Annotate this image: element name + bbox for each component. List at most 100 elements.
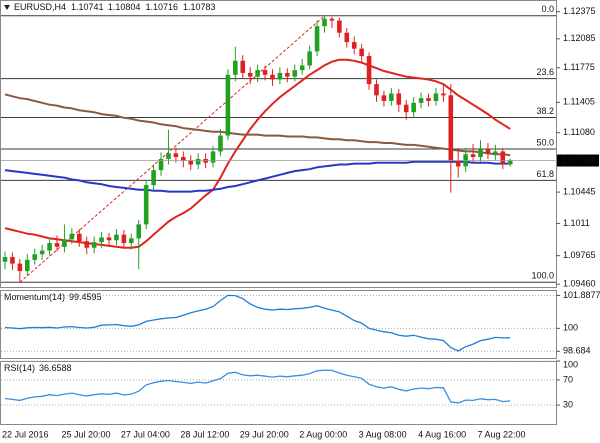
candle-body (62, 239, 67, 247)
symbol: EURUSD,H4 (14, 2, 66, 12)
candle-body (210, 151, 216, 163)
candle-body (381, 95, 387, 101)
candle-body (136, 224, 142, 239)
candle-body (218, 135, 223, 152)
x-tick-label: 4 Aug 16:00 (418, 429, 466, 439)
candle-body (403, 104, 409, 113)
candle-body (493, 151, 498, 154)
candle-body (10, 257, 15, 264)
candle-body (17, 263, 23, 272)
candle-body (307, 51, 312, 66)
candle-body (114, 234, 119, 241)
candle-body (337, 20, 342, 33)
candle-body (77, 233, 82, 242)
header-high: 1.10804 (108, 2, 141, 12)
rsi-panel (0, 361, 557, 425)
x-tick-label: 7 Aug 22:00 (478, 429, 526, 439)
candle-body (240, 60, 246, 73)
candle-body (455, 160, 461, 167)
y-tick-label: 98.684 (563, 346, 591, 356)
candle-body (329, 18, 335, 21)
candle-body (129, 238, 134, 244)
line-series (4, 294, 511, 352)
y-tick-label: 1.12085 (563, 33, 596, 43)
candle-body (396, 93, 402, 105)
candle-body (359, 48, 364, 57)
candle-body (166, 153, 171, 159)
candle-body (270, 74, 275, 80)
candle-body (366, 56, 372, 85)
candle-body (433, 93, 439, 101)
candle-body (47, 243, 52, 251)
line-series (4, 58, 511, 249)
y-tick-label: 1.12375 (563, 6, 596, 16)
candle-body (121, 234, 127, 244)
y-tick-label: 100 (563, 359, 578, 369)
y-tick-label: 101.8877 (563, 290, 600, 300)
fib-label: 23.6 (536, 67, 554, 77)
x-tick-label: 29 Jul 20:00 (240, 429, 289, 439)
candle-body (351, 42, 357, 49)
candle-body (32, 254, 38, 260)
candle-body (69, 233, 75, 240)
x-tick-label: 28 Jul 12:00 (180, 429, 229, 439)
y-tick-label: 1.11775 (563, 62, 595, 72)
candle-body (233, 60, 238, 75)
candle-body (225, 74, 231, 136)
candle-body (91, 242, 97, 248)
header: EURUSD,H4 1.10741 1.10804 1.10716 1.10783 (14, 2, 216, 12)
fib-label: 0.0 (541, 4, 554, 14)
price-label: 1.10783 (561, 155, 594, 165)
x-tick-label: 27 Jul 04:00 (121, 429, 170, 439)
x-tick-label: 22 Jul 2016 (2, 429, 49, 439)
candle-body (84, 241, 90, 248)
candle-body (2, 257, 8, 262)
candle-body (500, 151, 506, 165)
candle-body (314, 26, 320, 52)
candle-body (262, 70, 268, 75)
y-tick-label: 1.10445 (563, 186, 596, 196)
candle-body (426, 98, 431, 101)
y-tick-label: 1.11080 (563, 127, 595, 137)
indicator-name: RSI(14) (4, 363, 35, 373)
candle-body (344, 32, 350, 43)
candle-body (277, 72, 283, 80)
candle-body (418, 98, 424, 103)
candle-body (247, 72, 253, 77)
candle-body (255, 70, 260, 77)
y-tick-label: 1.09460 (563, 279, 596, 289)
indicator-label: Momentum(14) 99.4595 (4, 292, 102, 302)
candle-body (181, 157, 186, 161)
header-open: 1.10741 (71, 2, 104, 12)
fib-label: 38.2 (536, 106, 554, 116)
y-tick-label: 1.1011 (563, 218, 590, 228)
indicator-value: 36.6588 (39, 363, 72, 373)
header-low: 1.10716 (145, 2, 178, 12)
indicator-value: 99.4595 (69, 292, 102, 302)
candle-body (99, 237, 104, 243)
fib-label: 100.0 (531, 271, 554, 281)
candle-body (389, 93, 394, 101)
candle-body (299, 65, 305, 71)
candle-body (54, 243, 60, 247)
line-series (4, 369, 511, 404)
x-tick-label: 25 Jul 20:00 (61, 429, 110, 439)
main-panel (0, 0, 557, 288)
candle-body (485, 149, 491, 154)
candle-body (470, 154, 476, 158)
indicator-label: RSI(14) 36.6588 (4, 363, 72, 373)
fib-label: 50.0 (536, 137, 554, 147)
collapse-icon (4, 5, 10, 10)
candle-body (322, 18, 327, 27)
candle-body (507, 160, 513, 165)
y-tick-label: 1.09765 (563, 250, 596, 260)
x-tick-label: 2 Aug 00:00 (299, 429, 347, 439)
x-tick-label: 3 Aug 08:00 (359, 429, 407, 439)
indicator-name: Momentum(14) (4, 292, 65, 302)
candle-body (39, 250, 45, 255)
candle-body (24, 259, 30, 272)
candle-body (195, 158, 201, 165)
y-tick-label: 30 (563, 399, 573, 409)
line-series (4, 160, 511, 193)
